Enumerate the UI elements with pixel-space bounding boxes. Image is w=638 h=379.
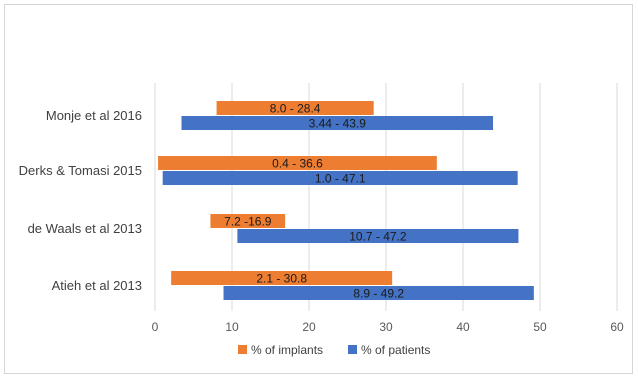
chart-frame: 0 10 20 30 40 50 60 8.0 - 28.4 0.4 - 36.6 7.2 -1…: [4, 4, 633, 374]
x-tick-label-60: 60: [610, 320, 624, 334]
bar-patients-2: [237, 229, 519, 243]
legend-swatch-patients: [348, 345, 357, 354]
x-tick-label-40: 40: [456, 320, 470, 334]
bar-label-patients-3: 8.9 - 49.2: [353, 287, 404, 301]
bar-implants-1: [158, 156, 437, 170]
category-label-2: de Waals et al 2013: [28, 221, 142, 236]
bar-label-patients-0: 3.44 - 43.9: [309, 117, 367, 131]
x-tick-label-10: 10: [225, 320, 239, 334]
bar-label-patients-2: 10.7 - 47.2: [349, 230, 407, 244]
bar-patients-0: [181, 116, 494, 130]
bar-label-implants-1: 0.4 - 36.6: [272, 157, 323, 171]
x-tick-label-50: 50: [533, 320, 547, 334]
bar-implants-2: [210, 214, 286, 228]
legend: % of implants % of patients: [238, 343, 430, 357]
bar-label-implants-0: 8.0 - 28.4: [270, 102, 321, 116]
category-label-0: Monje et al 2016: [46, 108, 142, 123]
bar-patients-1: [162, 171, 518, 185]
bar-implants-0: [216, 101, 374, 115]
bar-label-patients-1: 1.0 - 47.1: [315, 172, 366, 186]
x-axis: 0 10 20 30 40 50 60: [152, 320, 624, 334]
category-label-1: Derks & Tomasi 2015: [19, 163, 142, 178]
category-label-3: Atieh et al 2013: [52, 278, 142, 293]
bar-label-implants-3: 2.1 - 30.8: [256, 272, 307, 286]
bar-implants-3: [171, 271, 393, 285]
legend-label-implants: % of implants: [251, 343, 323, 357]
legend-label-patients: % of patients: [361, 343, 430, 357]
x-tick-label-0: 0: [152, 320, 159, 334]
category-labels: Monje et al 2016 Derks & Tomasi 2015 de Wa…: [19, 108, 142, 293]
bar-patients-3: [223, 286, 534, 300]
bar-label-implants-2: 7.2 -16.9: [224, 215, 272, 229]
bars: 8.0 - 28.4 0.4 - 36.6 7.2 -16.9 2.1 - 30.8 3…: [158, 101, 534, 301]
range-bar-chart: 0 10 20 30 40 50 60 8.0 - 28.4 0.4 - 36.6 7.2 -1…: [19, 83, 624, 357]
x-tick-label-20: 20: [302, 320, 316, 334]
legend-swatch-implants: [238, 345, 247, 354]
x-tick-label-30: 30: [379, 320, 393, 334]
